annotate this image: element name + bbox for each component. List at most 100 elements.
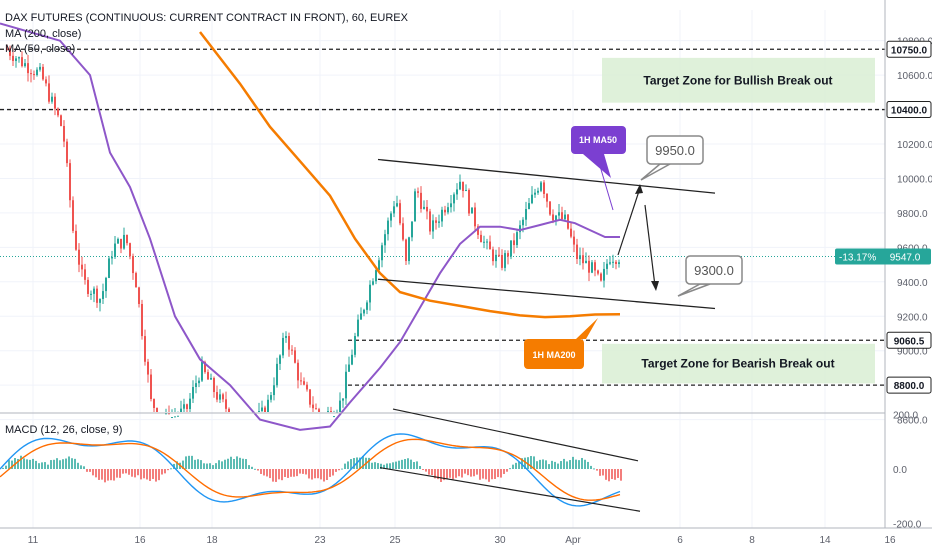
candle: [372, 281, 374, 285]
macd-bar: [314, 469, 316, 479]
macd-bar: [209, 463, 211, 469]
macd-bar: [584, 459, 586, 469]
macd-bar: [338, 469, 340, 471]
candle: [429, 211, 431, 232]
macd-bar: [572, 456, 574, 469]
candle: [582, 255, 584, 264]
macd-bar: [410, 459, 412, 469]
arrow-down-line: [644, 204, 656, 287]
macd-bar: [182, 460, 184, 469]
candle: [48, 83, 50, 102]
macd-bar: [206, 463, 208, 469]
candle: [180, 408, 182, 412]
candle: [216, 392, 218, 400]
macd-bar: [608, 469, 610, 482]
candle: [498, 254, 500, 256]
candle: [405, 239, 407, 262]
candle: [507, 253, 509, 257]
candle: [279, 355, 281, 364]
macd-bar: [278, 469, 280, 480]
candle: [126, 234, 128, 244]
macd-bar: [290, 469, 292, 477]
candle: [75, 230, 77, 250]
candle: [513, 240, 515, 246]
macd-bar: [446, 469, 448, 479]
macd-bar: [77, 462, 79, 469]
candle: [99, 298, 101, 303]
macd-bar: [578, 460, 580, 469]
candle: [402, 223, 404, 240]
macd-bar: [248, 465, 250, 469]
channel-upper: [377, 158, 716, 194]
candle: [516, 232, 518, 246]
candle: [339, 400, 341, 412]
candle: [6, 49, 8, 51]
candle: [453, 194, 455, 204]
macd-bar: [395, 461, 397, 469]
candle: [357, 319, 359, 337]
candle: [123, 234, 125, 249]
time-tick: 14: [819, 535, 831, 546]
macd-bar: [497, 469, 499, 478]
macd-bar: [176, 461, 178, 469]
macd-bar: [71, 458, 73, 469]
macd-bar: [50, 460, 52, 469]
macd-bar: [137, 469, 139, 476]
candle: [537, 190, 539, 193]
macd-bar: [569, 460, 571, 469]
candle: [273, 385, 275, 396]
ma200-line: [199, 31, 621, 319]
candle: [411, 221, 413, 238]
macd-bar: [140, 469, 142, 480]
macd-bar: [245, 459, 247, 469]
macd-bar: [449, 469, 451, 478]
candle: [369, 284, 371, 303]
macd-bar: [65, 458, 67, 469]
macd-bar: [605, 469, 607, 480]
candle: [318, 409, 320, 412]
candle: [534, 192, 536, 195]
macd-bar: [233, 458, 235, 469]
macd-bar: [62, 459, 64, 469]
macd-bar: [440, 469, 442, 482]
macd-bar: [20, 455, 22, 469]
candle: [102, 291, 104, 299]
last-price-change: -13.17%: [839, 252, 876, 263]
candle: [438, 221, 440, 223]
candle: [408, 237, 410, 262]
badge-ma200-label: 1H MA200: [532, 350, 575, 360]
callout-9300-label: 9300.0: [694, 263, 734, 278]
candle: [417, 191, 419, 193]
candle: [573, 236, 575, 245]
macd-bar: [164, 469, 166, 474]
candle: [78, 249, 80, 265]
candle: [303, 381, 305, 385]
candle: [444, 209, 446, 213]
bull-target-bottom-tag: [886, 101, 932, 119]
candle: [258, 411, 260, 413]
candle: [135, 273, 137, 288]
badge-ma200-tail: [576, 318, 598, 339]
candle: [267, 399, 269, 412]
candle: [414, 191, 416, 222]
macd-bar: [443, 469, 445, 481]
candle: [555, 215, 557, 221]
macd-bar: [407, 458, 409, 469]
macd-bar: [599, 469, 601, 476]
candle: [108, 258, 110, 278]
candle: [495, 254, 497, 262]
macd-bar: [512, 464, 514, 469]
candle: [144, 336, 146, 362]
macd-bar: [302, 469, 304, 474]
macd-bar: [293, 469, 295, 477]
macd-bar: [2, 467, 4, 469]
macd-bar: [503, 469, 505, 474]
macd-bar: [26, 459, 28, 469]
macd-bar: [611, 469, 613, 480]
macd-bar: [509, 468, 511, 470]
candle: [540, 182, 542, 191]
bear-target-bottom-tag-label: 8800.0: [894, 381, 925, 392]
candle: [54, 96, 56, 109]
